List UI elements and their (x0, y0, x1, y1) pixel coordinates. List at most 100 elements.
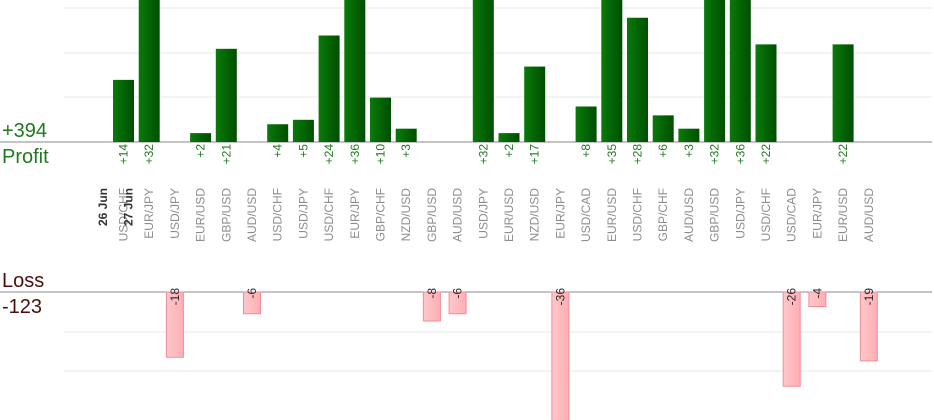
category-label: USD/CAD (785, 188, 799, 242)
loss-value-label: -18 (168, 288, 182, 306)
profit-bar (729, 0, 751, 142)
profit-bar (344, 0, 366, 142)
profit-value-label: +36 (348, 144, 362, 165)
category-label: GBP/USD (219, 188, 233, 242)
loss-bar (448, 291, 467, 315)
category-label: GBP/CHF (656, 188, 670, 241)
profit-bar (395, 128, 417, 142)
category-label: USD/CHF (759, 188, 773, 241)
profit-value-label: +4 (271, 144, 285, 158)
category-label: GBP/USD (425, 188, 439, 242)
category-label: EUR/JPY (142, 188, 156, 239)
loss-total: -123 (2, 296, 42, 318)
category-label: AUD/USD (451, 188, 465, 242)
profit-bar (678, 128, 700, 142)
category-label: EUR/USD (605, 188, 619, 242)
profit-bar (215, 48, 237, 142)
loss-series (165, 291, 878, 420)
loss-value-label: -8 (425, 288, 439, 299)
profit-series (113, 0, 854, 142)
category-label: AUD/USD (245, 188, 259, 242)
category-label: EUR/USD (502, 188, 516, 242)
loss-bar (782, 291, 801, 387)
category-label: USD/CAD (579, 188, 593, 242)
profit-bar (652, 115, 674, 142)
category-label: NZD/USD (528, 188, 542, 242)
loss-bar (808, 291, 827, 307)
profit-value-label: +28 (631, 144, 645, 165)
profit-label: Profit (2, 146, 49, 168)
profit-bar (498, 133, 520, 142)
profit-value-label: +21 (219, 144, 233, 165)
profit-bar (832, 44, 854, 142)
loss-bar (551, 291, 570, 420)
profit-value-label: +32 (708, 144, 722, 165)
profit-value-label: +6 (656, 144, 670, 158)
profit-bar (575, 106, 597, 142)
category-label: EUR/USD (836, 188, 850, 242)
loss-bar (165, 291, 184, 358)
profit-bar (627, 17, 648, 142)
loss-label: Loss (2, 270, 44, 292)
profit-value-label: +3 (399, 144, 413, 158)
category-label: USD/CHF (631, 188, 645, 241)
category-label: AUD/USD (682, 188, 696, 242)
category-label: GBP/CHF (374, 188, 388, 241)
label-layer: +14 USD/CHF +32 EUR/JPY -18 USD/JPY +2 EUR/USD +… (96, 144, 876, 306)
profit-value-label: +22 (759, 144, 773, 165)
loss-value-label: -36 (553, 288, 567, 306)
profit-value-label: +36 (733, 144, 747, 165)
profit-value-label: +22 (836, 144, 850, 165)
profit-value-label: +2 (194, 144, 208, 158)
category-label: USD/JPY (168, 188, 182, 239)
profit-bar (292, 119, 314, 142)
profit-bar (472, 0, 494, 142)
profit-bar (601, 0, 623, 142)
category-label: NZD/USD (399, 188, 413, 242)
category-label: USD/CHF (117, 188, 131, 241)
category-label: EUR/JPY (348, 188, 362, 239)
profit-value-label: +32 (476, 144, 490, 165)
profit-bar (138, 0, 160, 142)
profit-value-label: +32 (142, 144, 156, 165)
profit-value-label: +10 (374, 144, 388, 165)
category-label: EUR/JPY (553, 188, 567, 239)
profit-bar (190, 133, 212, 142)
profit-bar (267, 124, 289, 142)
profit-bar (755, 44, 777, 142)
loss-value-label: -4 (810, 288, 824, 299)
category-label: USD/JPY (476, 188, 490, 239)
category-label: USD/CHF (271, 188, 285, 241)
category-label: USD/JPY (733, 188, 747, 239)
profit-bar (318, 35, 340, 142)
loss-value-label: -6 (451, 288, 465, 299)
category-label: USD/JPY (296, 188, 310, 239)
profit-value-label: +3 (682, 144, 696, 158)
profit-bar (524, 66, 546, 142)
profit-value-label: +24 (322, 144, 336, 165)
loss-value-label: -19 (862, 288, 876, 306)
category-label: AUD/USD (862, 188, 876, 242)
category-label: EUR/JPY (810, 188, 824, 239)
category-label: USD/CHF (322, 188, 336, 241)
loss-value-label: -26 (785, 288, 799, 306)
date-label: 27 Jun (122, 188, 136, 226)
profit-value-label: +35 (605, 144, 619, 165)
profit-total: +394 (2, 120, 47, 142)
category-label: GBP/USD (708, 188, 722, 242)
profit-bar (113, 79, 134, 142)
loss-bar (422, 291, 441, 322)
profit-bar (370, 97, 391, 142)
profit-value-label: +14 (117, 144, 131, 165)
profit-value-label: +5 (296, 144, 310, 158)
profit-value-label: +2 (502, 144, 516, 158)
loss-bar (243, 291, 261, 315)
profit-value-label: +8 (579, 144, 593, 158)
loss-bar (859, 291, 878, 362)
date-label: 26 Jun (96, 188, 110, 226)
loss-value-label: -6 (245, 288, 259, 299)
profit-value-label: +17 (528, 144, 542, 165)
profit-bar (704, 0, 726, 142)
